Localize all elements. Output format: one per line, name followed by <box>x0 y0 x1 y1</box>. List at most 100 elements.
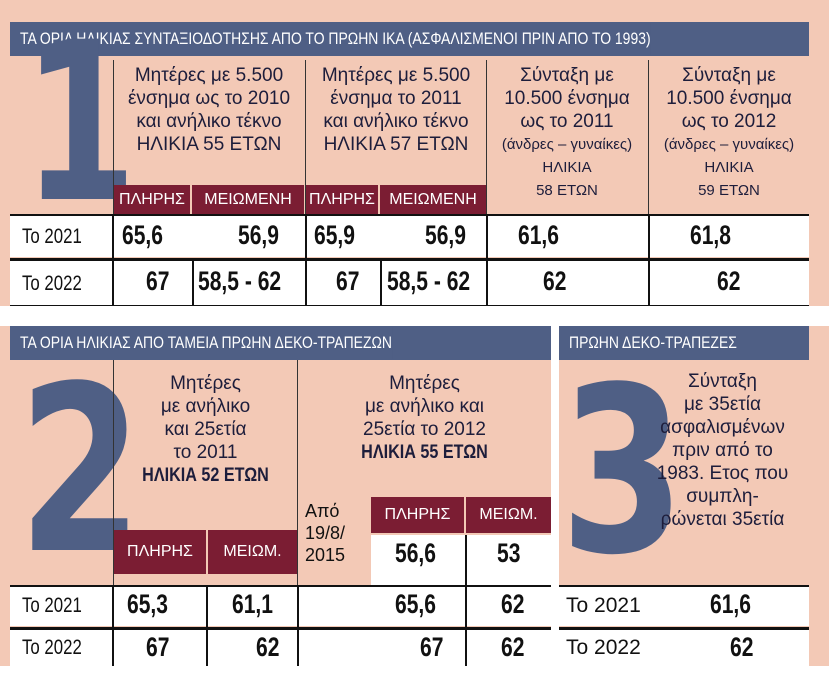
divider <box>648 60 649 216</box>
value-cell: 61,8 <box>690 220 731 250</box>
desc-line: Σύνταξη με <box>520 65 614 86</box>
desc-line: ΗΛΙΚΙΑ 52 ΕΤΩΝ <box>142 465 269 486</box>
divider <box>113 60 114 216</box>
value-cell: 67 <box>336 266 360 296</box>
table-row <box>10 630 551 666</box>
value-cell: 65,6 <box>395 589 436 619</box>
value-cell: 58,5 - 62 <box>387 266 471 296</box>
s1-col4-desc: Σύνταξη με 10.500 ένσημα ως το 2012 (άνδ… <box>649 64 809 202</box>
section3-header: ΠΡΩΗΝ ΔΕΚΟ-ΤΡΑΠΕΖΕΣ <box>559 326 809 360</box>
section3-number: 3 <box>560 339 685 606</box>
desc-line: ως το 2012 <box>681 111 777 132</box>
value-cell: 58,5 - 62 <box>198 266 282 296</box>
desc-line: ένσημα το 2011 <box>330 88 462 109</box>
value-cell: 61,6 <box>518 220 559 250</box>
section1-title: ΤΑ ΟΡΙΑ ΗΛΙΚΙΑΣ ΣΥΝΤΑΞΙΟΔΟΤΗΣΗΣ ΑΠΟ ΤΟ Π… <box>20 23 651 55</box>
divider <box>305 60 306 216</box>
divider <box>206 586 208 666</box>
desc-line: το 2011 <box>173 442 238 463</box>
divider <box>10 627 551 630</box>
value-cell: 61,1 <box>232 589 273 619</box>
desc-line: με ανήλικο <box>160 396 251 417</box>
divider <box>486 216 488 306</box>
value-cell: 65,3 <box>127 589 168 619</box>
bottom-strip <box>0 666 829 686</box>
value-cell: 62 <box>730 632 754 662</box>
s2-col2-desc: Μητέρες με ανήλικο και 25ετία το 2012 ΗΛ… <box>298 372 551 464</box>
from-values-box <box>371 535 551 585</box>
desc-line: 25ετία το 2012 <box>363 419 486 440</box>
divider <box>648 216 650 306</box>
desc-line: 10.500 ένσημα <box>504 88 630 109</box>
desc-line: και ανήλικο τέκνο <box>136 111 282 132</box>
desc-line: Μητέρες με 5.500 <box>321 65 471 86</box>
value-cell: 56,9 <box>238 220 279 250</box>
section2-header: ΤΑ ΟΡΙΑ ΗΛΙΚΙΑΣ ΑΠΟ ΤΑΜΕΙΑ ΠΡΩΗΝ ΔΕΚΟ-ΤΡ… <box>10 326 551 360</box>
value-cell: 62 <box>717 266 741 296</box>
divider <box>465 535 467 585</box>
value-cell: 53 <box>497 538 521 568</box>
table-row <box>10 216 809 257</box>
desc-line: ΗΛΙΚΙΑ <box>704 159 754 176</box>
from-line: 19/8/ <box>305 523 346 543</box>
desc-line: και ανήλικο τέκνο <box>323 111 469 132</box>
desc-line: και 25ετία <box>164 419 247 440</box>
desc-line: πριν από το <box>672 440 773 461</box>
s1-col3-desc: Σύνταξη με 10.500 ένσημα ως το 2011 (άνδ… <box>487 64 647 202</box>
desc-line: 1983. Ετος που <box>656 463 789 484</box>
desc-line: ασφαλισμένων <box>660 417 785 438</box>
desc-line: με ανήλικο και <box>364 396 485 417</box>
divider <box>112 216 114 306</box>
divider <box>297 360 298 586</box>
divider <box>10 214 809 216</box>
divider <box>305 216 307 306</box>
tag-reduced: ΜΕΙΩΜΕΝΗ <box>380 185 486 215</box>
tag-reduced: ΜΕΙΩΜΕΝΗ <box>192 185 304 215</box>
desc-line: Σύνταξη με <box>682 65 776 86</box>
divider <box>486 60 487 216</box>
section1-header: ΤΑ ΟΡΙΑ ΗΛΙΚΙΑΣ ΣΥΝΤΑΞΙΟΔΟΤΗΣΗΣ ΑΠΟ ΤΟ Π… <box>10 22 809 56</box>
row-year: Το 2022 <box>566 636 641 659</box>
tag-full: ΠΛΗΡΗΣ <box>306 185 378 215</box>
desc-line: ΗΛΙΚΙΑ 55 ΕΤΩΝ <box>361 442 488 463</box>
desc-line: ρώνεται 35ετία <box>660 509 785 530</box>
value-cell: 67 <box>420 632 444 662</box>
desc-line: ΗΛΙΚΙΑ <box>542 159 592 176</box>
table-row <box>559 586 809 626</box>
row-year: Το 2021 <box>566 594 641 617</box>
value-cell: 62 <box>256 632 280 662</box>
row-year: Το 2021 <box>22 594 82 617</box>
value-cell: 65,6 <box>122 220 163 250</box>
divider <box>559 585 809 587</box>
section1-number: 1 <box>22 0 138 251</box>
row-year: Το 2022 <box>22 272 82 295</box>
divider <box>465 586 467 666</box>
divider <box>10 258 809 261</box>
value-cell: 62 <box>543 266 567 296</box>
desc-line: συμπλη- <box>686 486 759 507</box>
divider <box>380 261 382 306</box>
desc-line: 10.500 ένσημα <box>666 88 792 109</box>
value-cell: 67 <box>146 266 170 296</box>
divider <box>113 360 114 586</box>
divider <box>112 586 114 666</box>
table-row <box>559 630 809 666</box>
value-cell: 67 <box>146 632 170 662</box>
divider <box>10 585 551 587</box>
value-cell: 56,6 <box>395 538 436 568</box>
desc-line: 58 ΕΤΩΝ <box>536 182 598 199</box>
s1-col1-desc: Μητέρες με 5.500 ένσημα ως το 2010 και α… <box>114 64 304 156</box>
desc-line: Μητέρες με 5.500 <box>134 65 284 86</box>
value-cell: 62 <box>501 632 525 662</box>
row-year: Το 2022 <box>22 636 82 659</box>
desc-line: ως το 2011 <box>520 111 614 132</box>
desc-line: 59 ΕΤΩΝ <box>698 182 760 199</box>
desc-line: ΗΛΙΚΙΑ 55 ΕΤΩΝ <box>136 134 282 155</box>
value-cell: 65,9 <box>314 220 355 250</box>
value-cell: 56,9 <box>425 220 466 250</box>
s3-desc: Σύνταξη με 35ετία ασφαλισμένων πριν από … <box>640 370 805 531</box>
tag-reduced: ΜΕΙΩΜ. <box>208 530 297 574</box>
divider <box>559 627 809 630</box>
from-line: 2015 <box>305 545 346 565</box>
tag-full: ΠΛΗΡΗΣ <box>114 185 190 215</box>
